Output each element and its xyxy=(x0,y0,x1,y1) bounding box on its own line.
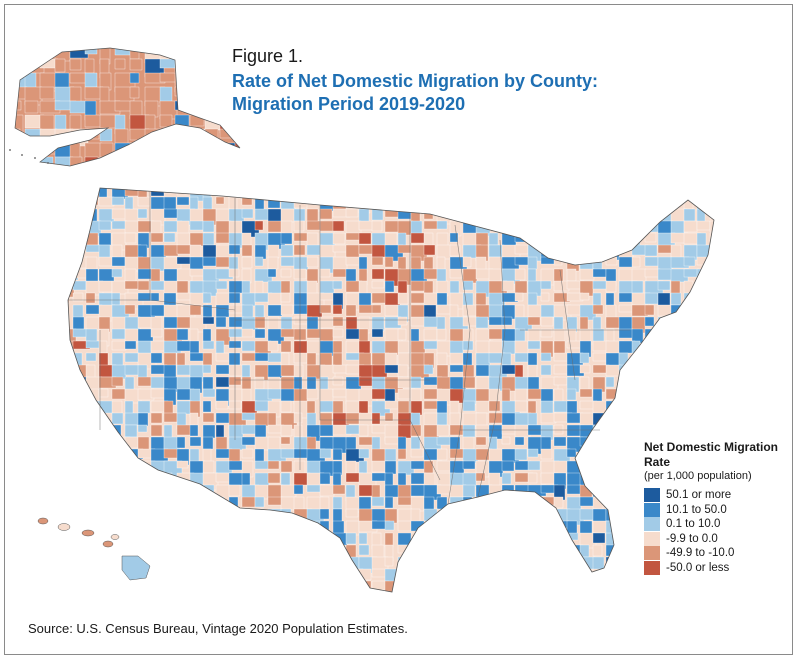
figure-label: Figure 1. xyxy=(232,46,304,66)
hawaii-map xyxy=(37,517,151,581)
legend-item: -9.9 to 0.0 xyxy=(644,531,794,547)
legend-swatch xyxy=(644,531,660,546)
legend-label: -9.9 to 0.0 xyxy=(666,532,718,545)
legend-item: 50.1 or more xyxy=(644,488,794,503)
legend-swatch xyxy=(644,502,660,517)
legend-label: 50.1 or more xyxy=(666,489,732,502)
legend-swatch xyxy=(644,517,660,532)
legend-item: 10.1 to 50.0 xyxy=(644,502,794,518)
legend-item: -50.0 or less xyxy=(644,560,794,576)
contiguous-us-map xyxy=(67,187,715,593)
legend-item: -49.9 to -10.0 xyxy=(644,546,794,561)
legend-swatch xyxy=(644,488,660,503)
figure-title: Rate of Net Domestic Migration by County… xyxy=(232,71,599,114)
alaska-map xyxy=(9,47,241,167)
legend-item: 0.1 to 10.0 xyxy=(644,517,794,532)
source-note: Source: U.S. Census Bureau, Vintage 2020… xyxy=(28,621,408,636)
legend-label: 10.1 to 50.0 xyxy=(666,503,727,516)
legend-swatch xyxy=(644,546,660,561)
map-legend: Net Domestic Migration Rate (per 1,000 p… xyxy=(644,440,794,575)
legend-title: Net Domestic Migration Rate xyxy=(644,440,779,469)
figure-frame xyxy=(4,4,793,655)
legend-subtitle: (per 1,000 population) xyxy=(644,470,752,482)
legend-label: 0.1 to 10.0 xyxy=(666,518,721,531)
legend-label: -50.0 or less xyxy=(666,561,730,574)
legend-label: -49.9 to -10.0 xyxy=(666,547,735,560)
legend-swatch xyxy=(644,560,660,575)
